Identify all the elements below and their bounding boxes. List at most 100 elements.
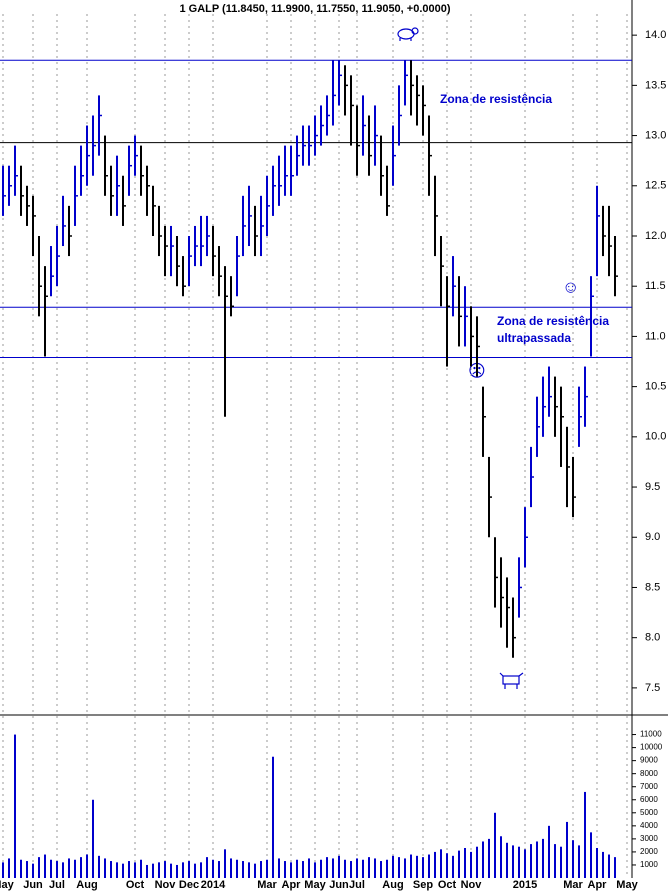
volume-bar: [398, 857, 400, 878]
volume-bar: [320, 859, 322, 878]
volume-bar: [404, 858, 406, 878]
y-tick-label: 9.5: [645, 481, 660, 493]
volume-bar: [530, 844, 532, 878]
volume-bar: [440, 849, 442, 878]
x-tick-label: Jul: [49, 879, 65, 891]
volume-bar: [284, 861, 286, 878]
volume-bar: [170, 863, 172, 878]
volume-bar: [254, 863, 256, 878]
volume-bar: [14, 734, 16, 878]
volume-bar: [2, 862, 4, 878]
volume-bar: [74, 859, 76, 878]
x-tick-label: Mar: [257, 879, 277, 891]
volume-bar: [50, 859, 52, 878]
volume-bar: [596, 848, 598, 878]
volume-bar: [512, 845, 514, 878]
volume-bar: [380, 861, 382, 878]
volume-bar: [608, 854, 610, 878]
annotation: ultrapassada: [497, 331, 571, 345]
volume-bar: [182, 862, 184, 878]
bull-icon: [499, 672, 524, 689]
volume-bar: [356, 858, 358, 878]
y-tick-label: 11.5: [645, 280, 666, 292]
volume-bar: [446, 853, 448, 878]
volume-bar: [296, 859, 298, 878]
x-tick-label: Nov: [155, 879, 177, 891]
volume-bar: [224, 849, 226, 878]
volume-bar: [416, 855, 418, 878]
volume-bar: [236, 859, 238, 878]
volume-bar: [338, 855, 340, 878]
volume-bar: [566, 821, 568, 878]
volume-bar: [206, 857, 208, 878]
volume-bar: [212, 859, 214, 878]
x-tick-label: Aug: [382, 879, 403, 891]
annotation: ☺: [562, 277, 579, 296]
y-tick-label: 14.0: [645, 29, 666, 41]
volume-bar: [344, 859, 346, 878]
y-tick-label: 8.5: [645, 581, 660, 593]
volume-bar: [584, 791, 586, 878]
volume-bar: [278, 858, 280, 878]
volume-bar: [590, 832, 592, 878]
volume-bar: [518, 846, 520, 878]
volume-bar: [92, 799, 94, 878]
volume-bar: [104, 858, 106, 878]
bear-icon: [397, 27, 419, 41]
volume-bar: [260, 861, 262, 878]
volume-bar: [572, 840, 574, 878]
volume-bar: [500, 836, 502, 878]
y-tick-label: 8.0: [645, 632, 660, 644]
volume-bar: [26, 861, 28, 878]
volume-bar: [44, 854, 46, 878]
x-tick-label: Jun: [23, 879, 43, 891]
volume-bar: [86, 854, 88, 878]
y-tick-label: 10.0: [645, 431, 666, 443]
volume-bar: [392, 855, 394, 878]
volume-bar: [218, 861, 220, 878]
volume-bar: [188, 861, 190, 878]
volume-bar: [38, 857, 40, 878]
volume-bar: [176, 864, 178, 878]
volume-bar: [614, 857, 616, 878]
volume-bar: [350, 861, 352, 878]
volume-bar: [386, 859, 388, 878]
volume-bar: [134, 862, 136, 878]
volume-bar: [110, 861, 112, 878]
x-tick-label: May: [0, 879, 15, 891]
y-tick-label: 13.5: [645, 79, 666, 91]
x-tick-label: Apr: [282, 879, 302, 891]
y-tick-label: 12.0: [645, 230, 666, 242]
volume-bar: [302, 861, 304, 878]
y-tick-label: 9.0: [645, 531, 660, 543]
volume-bar: [290, 862, 292, 878]
volume-bar: [56, 861, 58, 878]
y-tick-label: 8000: [640, 769, 658, 778]
volume-bar: [128, 861, 130, 878]
volume-bar: [602, 851, 604, 878]
y-tick-label: 7000: [640, 782, 658, 791]
volume-bar: [242, 861, 244, 878]
volume-bar: [200, 862, 202, 878]
volume-bar: [536, 841, 538, 878]
x-tick-label: Sep: [413, 879, 433, 891]
volume-bar: [326, 857, 328, 878]
x-tick-label: Jun: [329, 879, 349, 891]
volume-bar: [164, 861, 166, 878]
volume-bar: [152, 863, 154, 878]
volume-bar: [98, 855, 100, 878]
x-tick-label: May: [304, 879, 326, 891]
volume-bar: [362, 859, 364, 878]
volume-bar: [542, 838, 544, 878]
x-tick-label: Mar: [563, 879, 583, 891]
y-tick-label: 11000: [640, 730, 662, 739]
x-tick-label: Oct: [438, 879, 457, 891]
volume-bar: [578, 845, 580, 878]
volume-bar: [452, 855, 454, 878]
y-tick-label: 13.0: [645, 129, 666, 141]
chart-title: 1 GALP (11.8450, 11.9900, 11.7550, 11.90…: [179, 3, 450, 15]
x-tick-label: Nov: [461, 879, 483, 891]
volume-bar: [458, 850, 460, 878]
volume-bar: [476, 846, 478, 878]
